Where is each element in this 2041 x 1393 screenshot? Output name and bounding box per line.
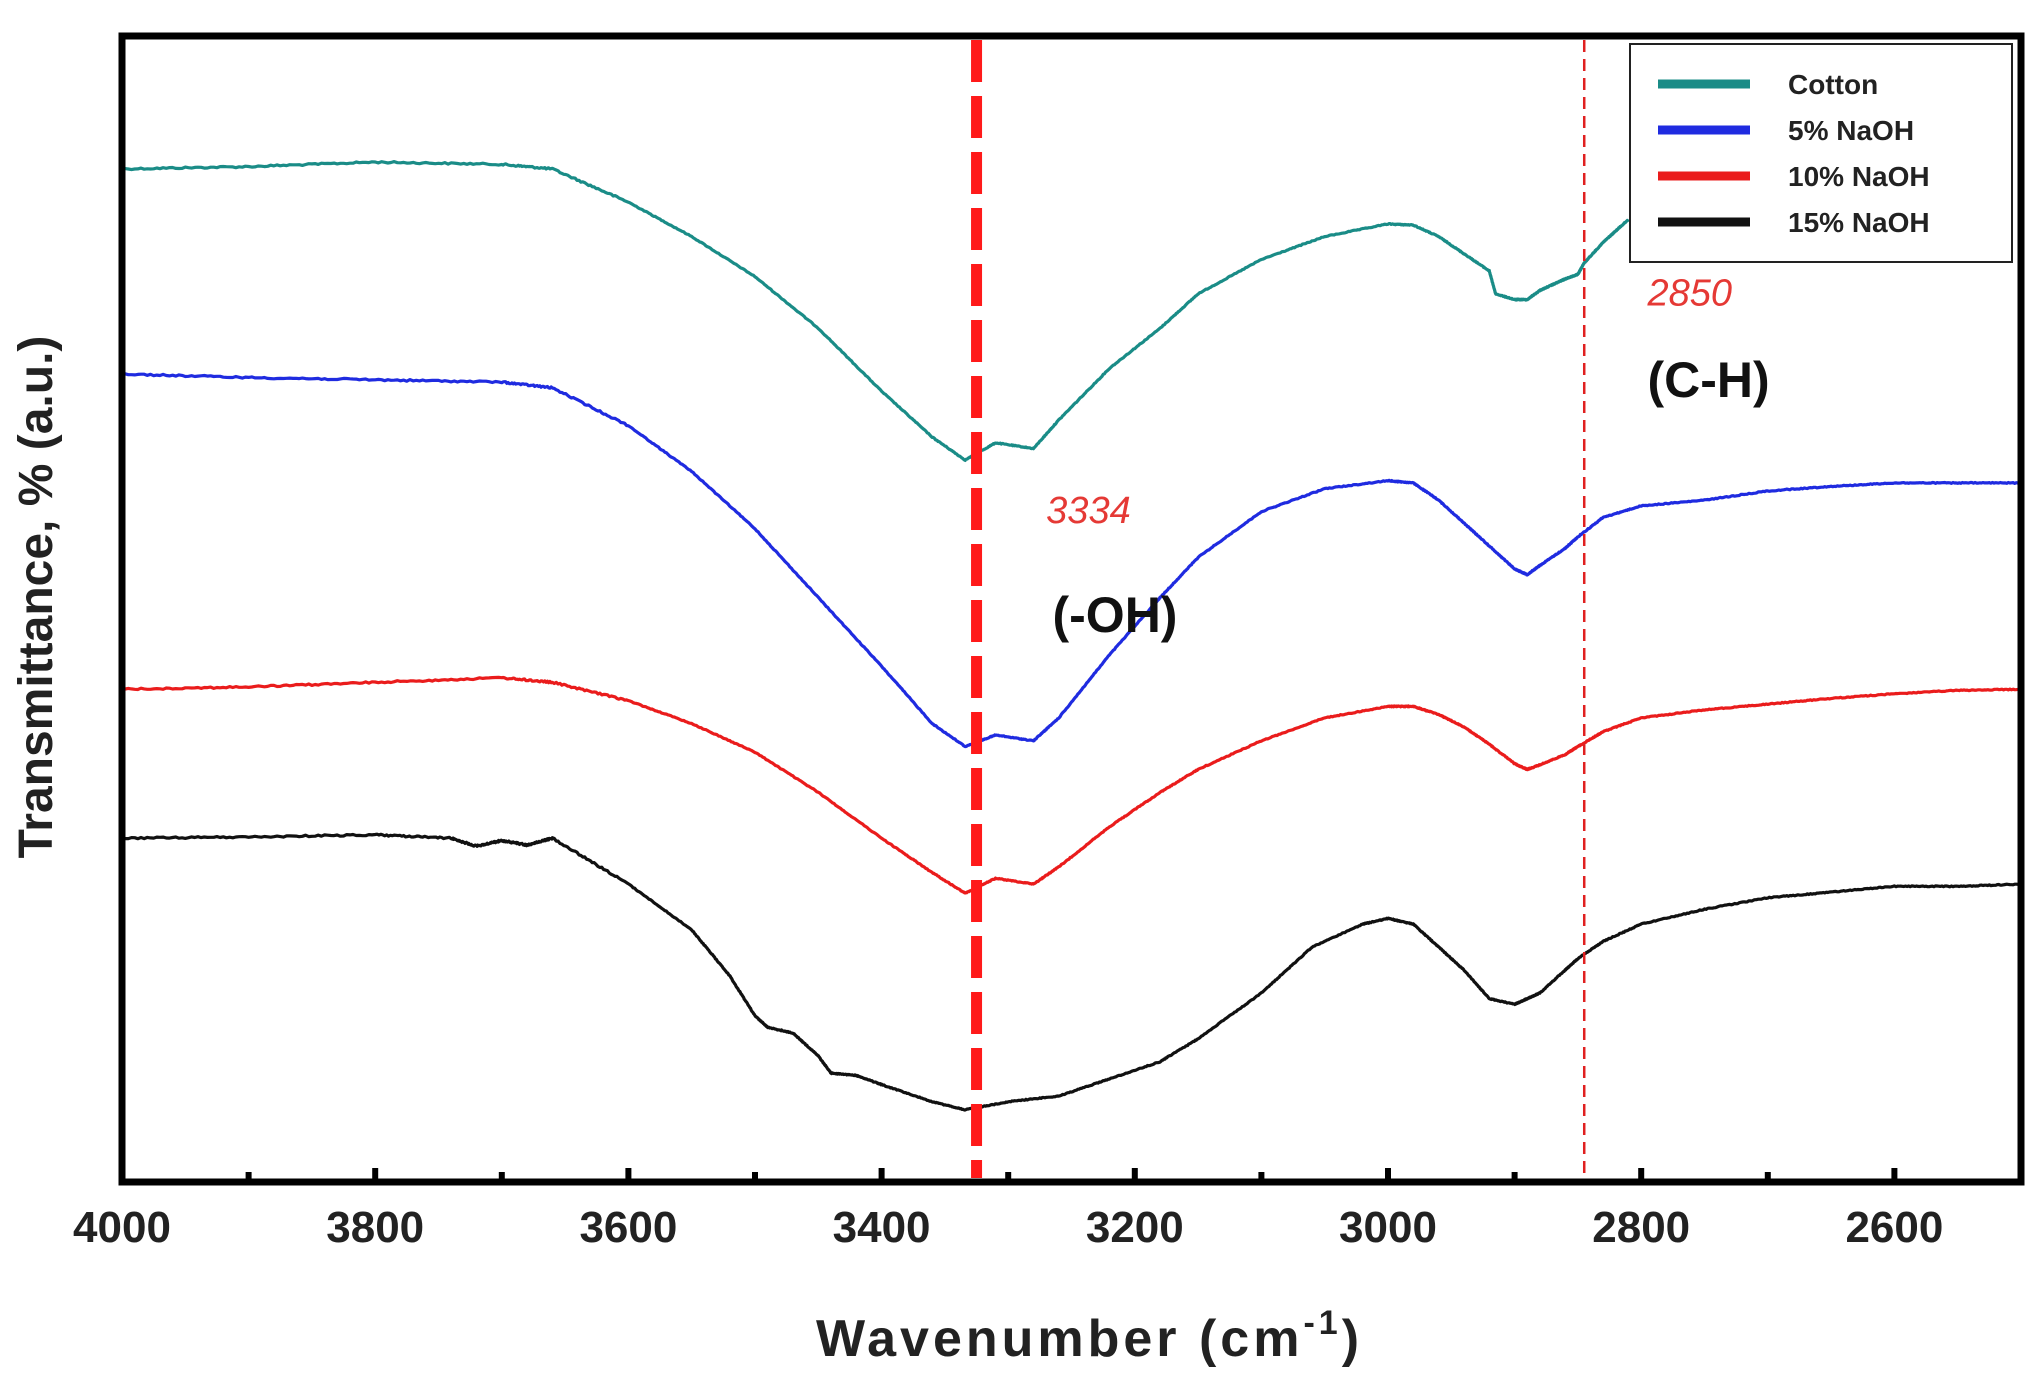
- legend-label-0: Cotton: [1788, 69, 1878, 100]
- x-axis-title-superscript: -1: [1303, 1304, 1341, 1342]
- series-layer: [121, 160, 2022, 1112]
- series-line-cotton: [121, 160, 1630, 462]
- series-line-15-naoh: [122, 832, 2022, 1112]
- legend-label-1: 5% NaOH: [1788, 115, 1914, 146]
- legend: Cotton 5% NaOH 10% NaOH 15% NaOH: [1629, 43, 2013, 263]
- x-axis-title: Wavenumber (cm-1): [816, 1304, 1363, 1368]
- plot-frame: [118, 32, 2025, 1186]
- x-tick-label-2800: 2800: [1592, 1203, 1690, 1252]
- annotation-peak-number-2850: 2850: [1647, 272, 1733, 314]
- annotation-peak-number-3334: 3334: [1046, 490, 1131, 532]
- x-tick-label-3400: 3400: [833, 1203, 931, 1252]
- x-tick-label-3800: 3800: [326, 1203, 424, 1252]
- series-line-5-naoh: [121, 372, 2022, 749]
- x-axis-ticks: 4000 3800 3600 3400 3200 3000 2800 2600: [73, 1168, 1943, 1252]
- x-axis-title-close: ): [1342, 1310, 1363, 1368]
- x-tick-label-2600: 2600: [1845, 1203, 1943, 1252]
- annotation-peak-group-oh: (-OH): [1053, 587, 1178, 643]
- x-tick-label-3600: 3600: [579, 1203, 677, 1252]
- y-axis-title: Transmittance, % (a.u.): [10, 336, 63, 859]
- x-tick-label-3000: 3000: [1339, 1203, 1437, 1252]
- legend-label-2: 10% NaOH: [1788, 161, 1930, 192]
- x-tick-label-3200: 3200: [1086, 1203, 1184, 1252]
- x-tick-label-4000: 4000: [73, 1203, 171, 1252]
- annotation-peak-group-ch: (C-H): [1648, 352, 1770, 408]
- legend-label-3: 15% NaOH: [1788, 207, 1930, 238]
- annotations: 3334 (-OH) 2850 (C-H): [1046, 272, 1770, 643]
- reference-lines: [971, 40, 1586, 1178]
- series-line-10-naoh: [121, 675, 2022, 895]
- x-axis-title-main: Wavenumber (cm: [816, 1310, 1304, 1368]
